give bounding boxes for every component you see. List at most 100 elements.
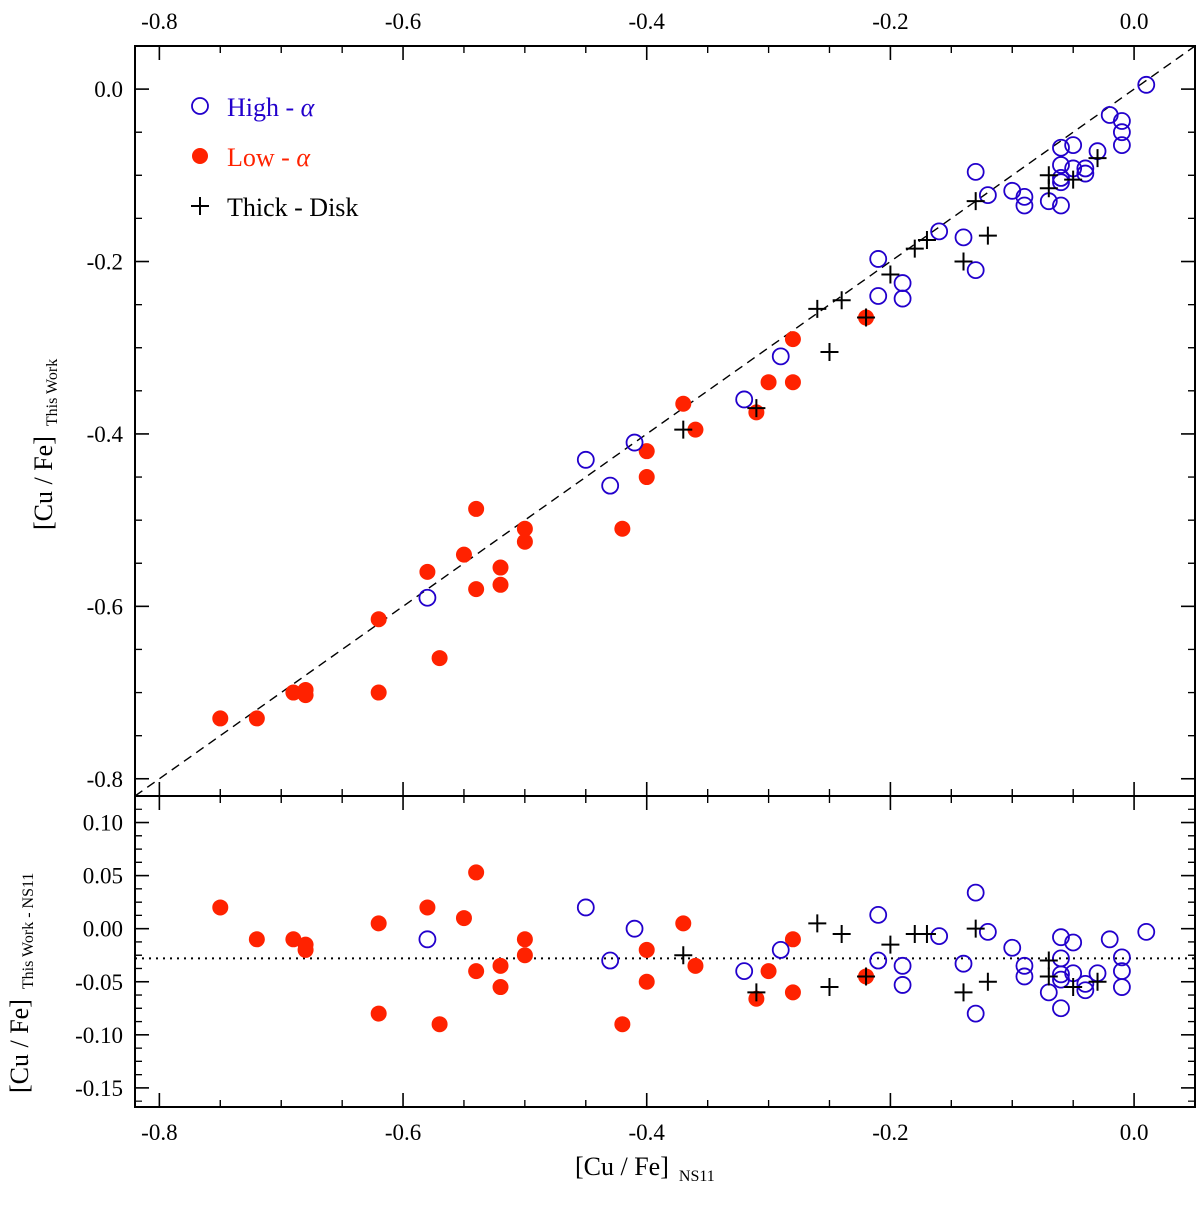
point-high-alpha bbox=[966, 883, 985, 902]
point-high-alpha bbox=[1076, 981, 1095, 1000]
point-thick-disk bbox=[857, 308, 876, 327]
point-high-alpha bbox=[1052, 928, 1070, 947]
bottom-panel: -0.8 -0.6 -0.4 -0.2 0.0 -0.15 -0.10 -0.05 0.00 0.… bbox=[75, 795, 1196, 1145]
point-high-alpha bbox=[735, 390, 754, 409]
point-low-alpha bbox=[784, 331, 801, 348]
point-high-alpha bbox=[1039, 983, 1058, 1002]
y-tick-label: -0.10 bbox=[75, 1023, 123, 1048]
point-high-alpha bbox=[625, 919, 644, 938]
point-low-alpha bbox=[760, 374, 777, 391]
point-low-alpha bbox=[516, 520, 533, 537]
legend-label-greek: α bbox=[296, 143, 311, 172]
point-high-alpha bbox=[576, 898, 595, 917]
point-high-alpha bbox=[601, 476, 620, 495]
point-thick-disk bbox=[820, 343, 839, 362]
point-low-alpha bbox=[248, 710, 265, 727]
legend-label-high-alpha: High - α bbox=[227, 93, 316, 122]
y-tick-label: -0.8 bbox=[87, 767, 123, 792]
point-high-alpha bbox=[1076, 974, 1095, 993]
x-tick-label-top: -0.6 bbox=[385, 9, 421, 34]
x-tick-label-top: -0.2 bbox=[872, 9, 908, 34]
point-low-alpha bbox=[687, 421, 704, 438]
top-panel-ticks: -0.8 -0.6 -0.4 -0.2 0.0 -0.8 -0.6 -0.4 -0.2 0.0 bbox=[87, 9, 1195, 796]
point-high-alpha bbox=[978, 922, 997, 941]
point-thick-disk bbox=[905, 239, 924, 258]
point-low-alpha bbox=[468, 864, 485, 881]
point-low-alpha bbox=[285, 931, 302, 948]
point-high-alpha bbox=[966, 1004, 985, 1023]
point-thick-disk bbox=[808, 299, 827, 318]
point-thick-disk bbox=[966, 919, 985, 938]
point-high-alpha bbox=[930, 927, 949, 946]
point-thick-disk bbox=[832, 291, 851, 310]
point-high-alpha bbox=[978, 186, 997, 205]
point-high-alpha bbox=[1052, 196, 1070, 215]
point-high-alpha bbox=[1064, 933, 1083, 952]
point-thick-disk bbox=[1088, 972, 1107, 991]
legend-marker-low-alpha bbox=[192, 148, 208, 164]
point-low-alpha bbox=[638, 443, 655, 460]
y-tick-label: 0.00 bbox=[83, 917, 123, 942]
point-thick-disk bbox=[881, 935, 900, 954]
point-low-alpha bbox=[468, 963, 485, 980]
point-thick-disk bbox=[808, 914, 827, 933]
point-high-alpha bbox=[1015, 187, 1034, 206]
point-high-alpha bbox=[869, 905, 888, 924]
point-thick-disk bbox=[1064, 170, 1083, 189]
point-thick-disk bbox=[674, 946, 693, 965]
point-low-alpha bbox=[431, 650, 448, 667]
point-high-alpha bbox=[966, 162, 985, 181]
bottom-panel-marks bbox=[212, 864, 1156, 1033]
point-low-alpha bbox=[492, 957, 509, 974]
top-reference-line bbox=[134, 45, 1196, 797]
point-high-alpha bbox=[1052, 999, 1070, 1018]
point-high-alpha bbox=[954, 228, 973, 247]
point-thick-disk bbox=[674, 420, 693, 439]
y-tick-label: -0.2 bbox=[87, 250, 123, 275]
point-high-alpha bbox=[1003, 181, 1022, 200]
point-thick-disk bbox=[1064, 978, 1083, 997]
legend-label-greek: α bbox=[301, 93, 316, 122]
point-low-alpha bbox=[638, 973, 655, 990]
point-high-alpha bbox=[1052, 173, 1070, 192]
point-high-alpha bbox=[1003, 938, 1022, 957]
point-high-alpha bbox=[1112, 948, 1131, 967]
point-low-alpha bbox=[468, 500, 485, 517]
point-low-alpha bbox=[212, 710, 229, 727]
point-thick-disk bbox=[832, 924, 851, 943]
point-high-alpha bbox=[1015, 956, 1034, 975]
point-thick-disk bbox=[1039, 951, 1058, 970]
x-tick-label: -0.2 bbox=[872, 1120, 908, 1145]
point-high-alpha bbox=[893, 956, 912, 975]
bottom-xlabel: [Cu / Fe] NS11 bbox=[575, 1152, 715, 1185]
point-low-alpha bbox=[638, 469, 655, 486]
y-tick-label: -0.15 bbox=[75, 1076, 123, 1101]
point-high-alpha bbox=[1112, 136, 1131, 155]
point-low-alpha bbox=[297, 687, 314, 704]
point-low-alpha bbox=[614, 1016, 631, 1033]
x-tick-label: -0.4 bbox=[629, 1120, 666, 1145]
point-high-alpha bbox=[1112, 123, 1131, 142]
point-high-alpha bbox=[954, 954, 973, 973]
point-high-alpha bbox=[1137, 922, 1156, 941]
legend-label-text: Thick - Disk bbox=[227, 193, 358, 222]
x-tick-label: -0.8 bbox=[141, 1120, 177, 1145]
point-high-alpha bbox=[869, 287, 888, 305]
point-low-alpha bbox=[784, 984, 801, 1001]
point-low-alpha bbox=[370, 684, 387, 701]
point-low-alpha bbox=[297, 941, 314, 958]
x-tick-label-top: 0.0 bbox=[1120, 9, 1149, 34]
point-high-alpha bbox=[893, 274, 912, 292]
point-low-alpha bbox=[784, 374, 801, 391]
point-low-alpha bbox=[784, 931, 801, 948]
legend-marker-high-alpha bbox=[191, 97, 209, 115]
point-low-alpha bbox=[468, 581, 485, 598]
point-high-alpha bbox=[1137, 75, 1156, 94]
top-ylabel: [Cu / Fe]This Work bbox=[29, 359, 61, 530]
point-thick-disk bbox=[857, 967, 876, 986]
x-tick-label-top: -0.8 bbox=[141, 9, 177, 34]
point-low-alpha bbox=[455, 546, 472, 563]
legend-label-thick-disk: Thick - Disk bbox=[227, 193, 358, 222]
point-thick-disk bbox=[881, 265, 900, 284]
bottom-panel-frame bbox=[134, 795, 1196, 1108]
